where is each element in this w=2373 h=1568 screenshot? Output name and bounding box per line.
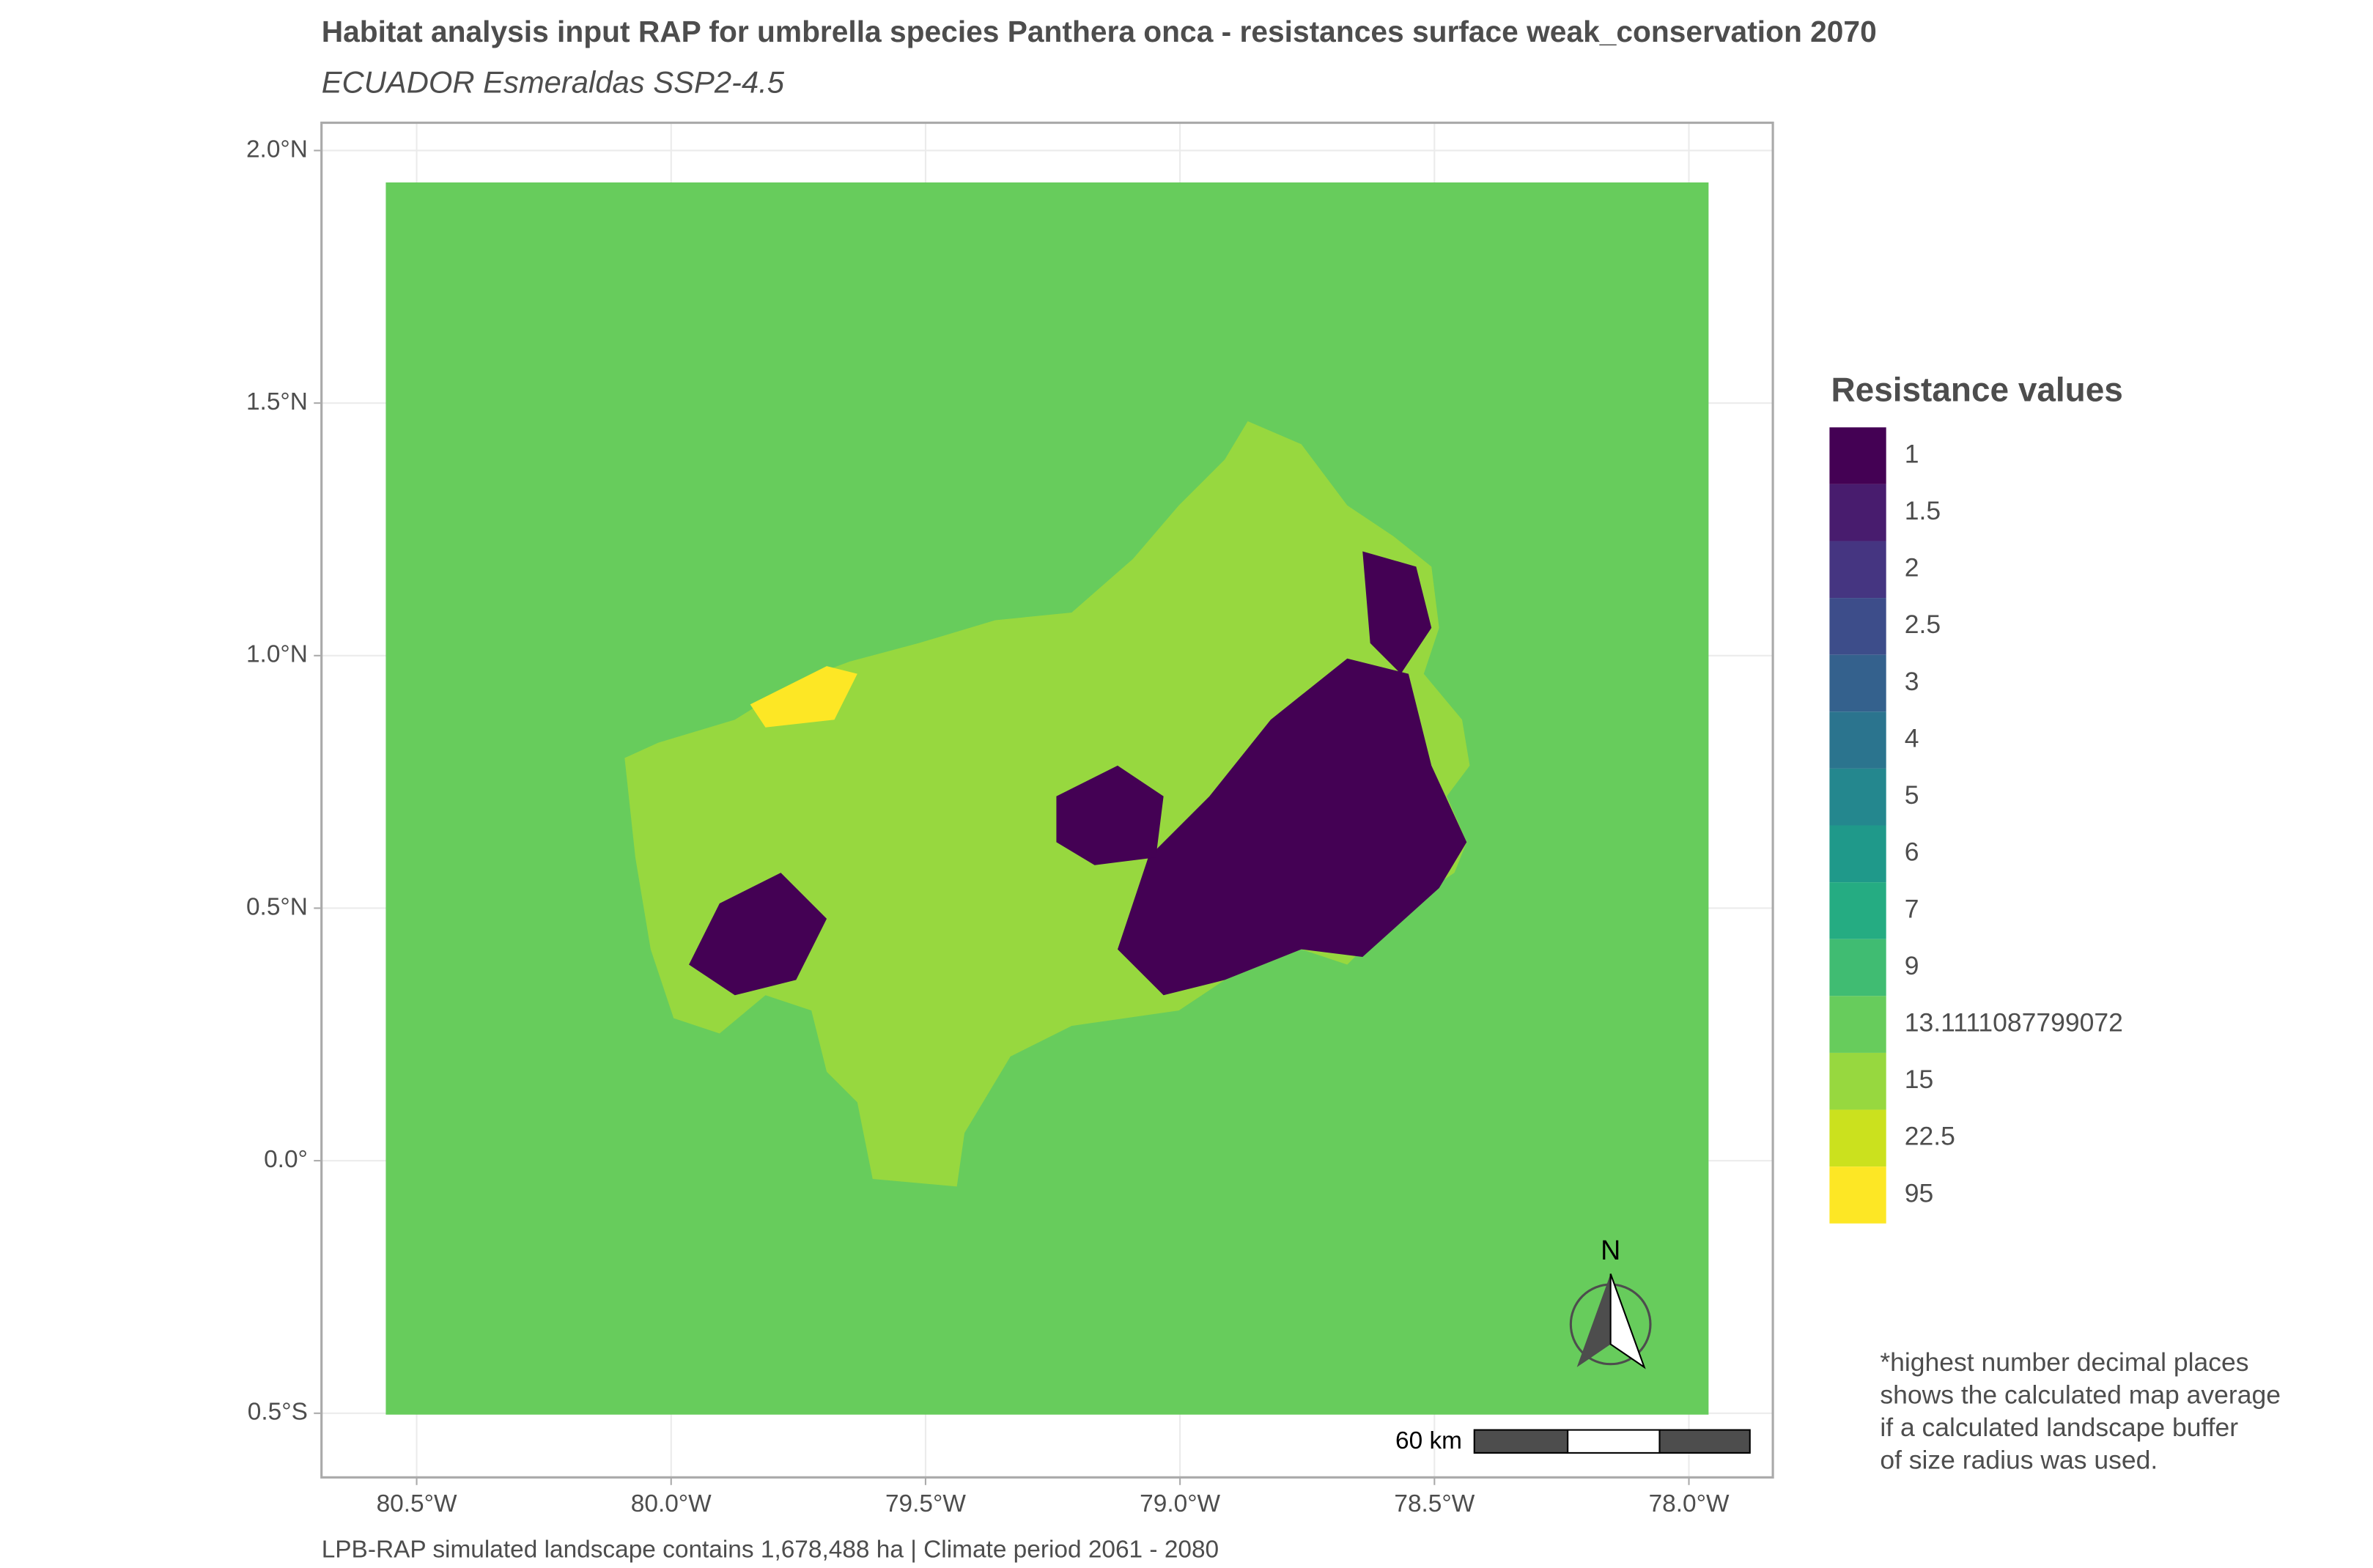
region [624, 421, 1470, 1187]
legend-key [1829, 427, 1886, 484]
note-line: of size radius was used. [1880, 1446, 2158, 1475]
legend-key [1829, 825, 1886, 883]
x-tick-label: 79.0°W [1140, 1490, 1220, 1517]
legend-label: 2 [1905, 553, 1919, 583]
scale-segment [1473, 1429, 1569, 1454]
legend-label: 4 [1905, 723, 1919, 752]
low-resistance-zone [1362, 551, 1432, 674]
y-tick-label: 0.5°S [248, 1399, 308, 1426]
legend-title: Resistance values [1831, 370, 2122, 408]
y-tick-label: 0.5°N [246, 893, 308, 920]
legend-key [1829, 654, 1886, 712]
note-line: *highest number decimal places [1880, 1347, 2248, 1377]
legend-label: 5 [1905, 780, 1919, 810]
legend-label: 7 [1905, 894, 1919, 923]
legend-key [1829, 996, 1886, 1053]
scale-segment [1658, 1429, 1751, 1454]
legend-key [1829, 1052, 1886, 1110]
legend-key [1829, 541, 1886, 599]
low-resistance-zone [1056, 765, 1164, 865]
note-line: if a calculated landscape buffer [1880, 1413, 2238, 1442]
x-tick-label: 78.5°W [1394, 1490, 1475, 1517]
legend-label: 1 [1905, 439, 1919, 468]
scale-segment [1567, 1429, 1661, 1454]
legend-label: 15 [1905, 1065, 1934, 1094]
north-label: N [1601, 1235, 1620, 1265]
panel-border [320, 121, 1774, 1479]
north-arrow-right [1609, 1273, 1646, 1369]
raster [385, 182, 1709, 1415]
legend-key [1829, 484, 1886, 541]
legend-label: 13.1111087799072 [1905, 1008, 2123, 1038]
high-resistance-zone [750, 666, 857, 728]
legend-key [1829, 939, 1886, 996]
title: Habitat analysis input RAP for umbrella … [322, 15, 1877, 48]
legend-label: 95 [1905, 1178, 1934, 1208]
x-tick-label: 80.5°W [377, 1490, 457, 1517]
legend-key [1829, 1166, 1886, 1224]
x-tick-label: 79.5°W [885, 1490, 966, 1517]
subtitle: ECUADOR Esmeraldas SSP2-4.5 [322, 64, 785, 99]
legend-key [1829, 882, 1886, 939]
legend-label: 6 [1905, 837, 1919, 867]
legend-key [1829, 598, 1886, 655]
legend-label: 1.5 [1905, 496, 1941, 525]
scale-label: 60 km [1395, 1427, 1462, 1454]
legend-key [1829, 768, 1886, 826]
y-tick-label: 1.5°N [246, 388, 308, 415]
note-line: shows the calculated map average [1880, 1380, 2281, 1410]
low-resistance-zone [1117, 658, 1467, 996]
y-tick-label: 0.0° [264, 1146, 308, 1173]
scale-bar: 60 km [1395, 1427, 1751, 1454]
y-tick-label: 1.0°N [246, 641, 308, 668]
legend-label: 22.5 [1905, 1122, 1955, 1151]
legend-label: 2.5 [1905, 610, 1941, 639]
legend-label: 3 [1905, 667, 1919, 696]
x-tick-label: 78.0°W [1649, 1490, 1730, 1517]
legend-key [1829, 1109, 1886, 1167]
x-tick-label: 80.0°W [631, 1490, 712, 1517]
legend-key [1829, 711, 1886, 769]
legend-label: 9 [1905, 951, 1919, 980]
low-resistance-zone [689, 873, 827, 996]
caption: LPB-RAP simulated landscape contains 1,6… [322, 1536, 1219, 1563]
y-tick-label: 2.0°N [246, 136, 308, 163]
